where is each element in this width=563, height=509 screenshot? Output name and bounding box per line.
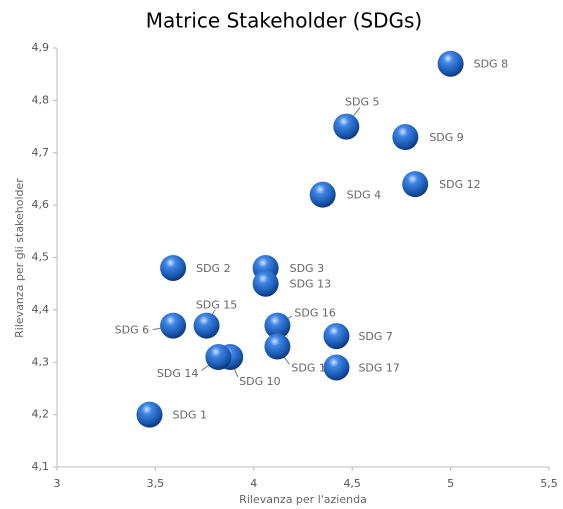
data-label: SDG 7 xyxy=(358,330,392,343)
leader-line xyxy=(233,368,239,378)
data-label: SDG 17 xyxy=(358,361,399,374)
chart-title: Matrice Stakeholder (SDGs) xyxy=(146,9,422,33)
data-label: SDG 1 xyxy=(172,409,206,422)
bubble xyxy=(205,344,232,371)
y-tick-label: 4,8 xyxy=(32,93,50,106)
data-label: SDG 15 xyxy=(196,299,237,312)
y-tick-label: 4,6 xyxy=(32,198,50,211)
data-label: SDG 16 xyxy=(294,307,335,320)
x-tick-label: 3 xyxy=(54,477,61,490)
data-label: SDG 12 xyxy=(439,178,480,191)
bubble xyxy=(323,323,350,350)
bubble xyxy=(136,401,163,428)
x-tick-label: 4,5 xyxy=(343,477,361,490)
leader-line xyxy=(201,364,210,372)
x-tick-label: 3,5 xyxy=(147,477,165,490)
y-tick-label: 4,7 xyxy=(32,146,50,159)
bubble xyxy=(323,354,350,381)
y-tick-label: 4,4 xyxy=(32,303,50,316)
data-label: SDG 6 xyxy=(115,324,149,337)
data-label: SDG 2 xyxy=(196,262,230,275)
data-label: SDG 10 xyxy=(239,375,280,388)
bubble xyxy=(264,333,291,360)
bubble xyxy=(160,312,187,339)
data-label: SDG 3 xyxy=(290,262,324,275)
data-label: SDG 14 xyxy=(157,367,198,380)
bubble xyxy=(160,254,187,281)
data-label: SDG 13 xyxy=(290,278,331,291)
x-axis-label: Rilevanza per l'azienda xyxy=(239,493,367,506)
bubble xyxy=(252,270,279,297)
x-tick-label: 5 xyxy=(447,477,454,490)
y-tick-label: 4,2 xyxy=(32,408,50,421)
bubble xyxy=(193,312,220,339)
leader-line xyxy=(283,356,290,365)
bubble xyxy=(264,312,291,339)
leader-line xyxy=(353,107,361,117)
x-tick-label: 4 xyxy=(250,477,257,490)
x-tick-label: 5,5 xyxy=(540,477,558,490)
y-tick-label: 4,1 xyxy=(32,460,50,473)
bubble xyxy=(392,124,419,151)
bubble xyxy=(333,113,360,140)
data-label: SDG 8 xyxy=(474,58,508,71)
bubble xyxy=(309,181,336,208)
bubble xyxy=(402,171,429,198)
y-tick-label: 4,5 xyxy=(32,251,50,264)
y-tick-label: 4,9 xyxy=(32,41,50,54)
data-label: SDG 4 xyxy=(347,189,381,202)
data-label: SDG 9 xyxy=(429,131,463,144)
y-axis-label: Rilevanza per gli stakeholder xyxy=(13,178,26,338)
bubble xyxy=(437,50,464,77)
y-tick-label: 4,3 xyxy=(32,355,50,368)
data-label: SDG 11 xyxy=(291,362,332,375)
data-label: SDG 5 xyxy=(345,96,379,109)
